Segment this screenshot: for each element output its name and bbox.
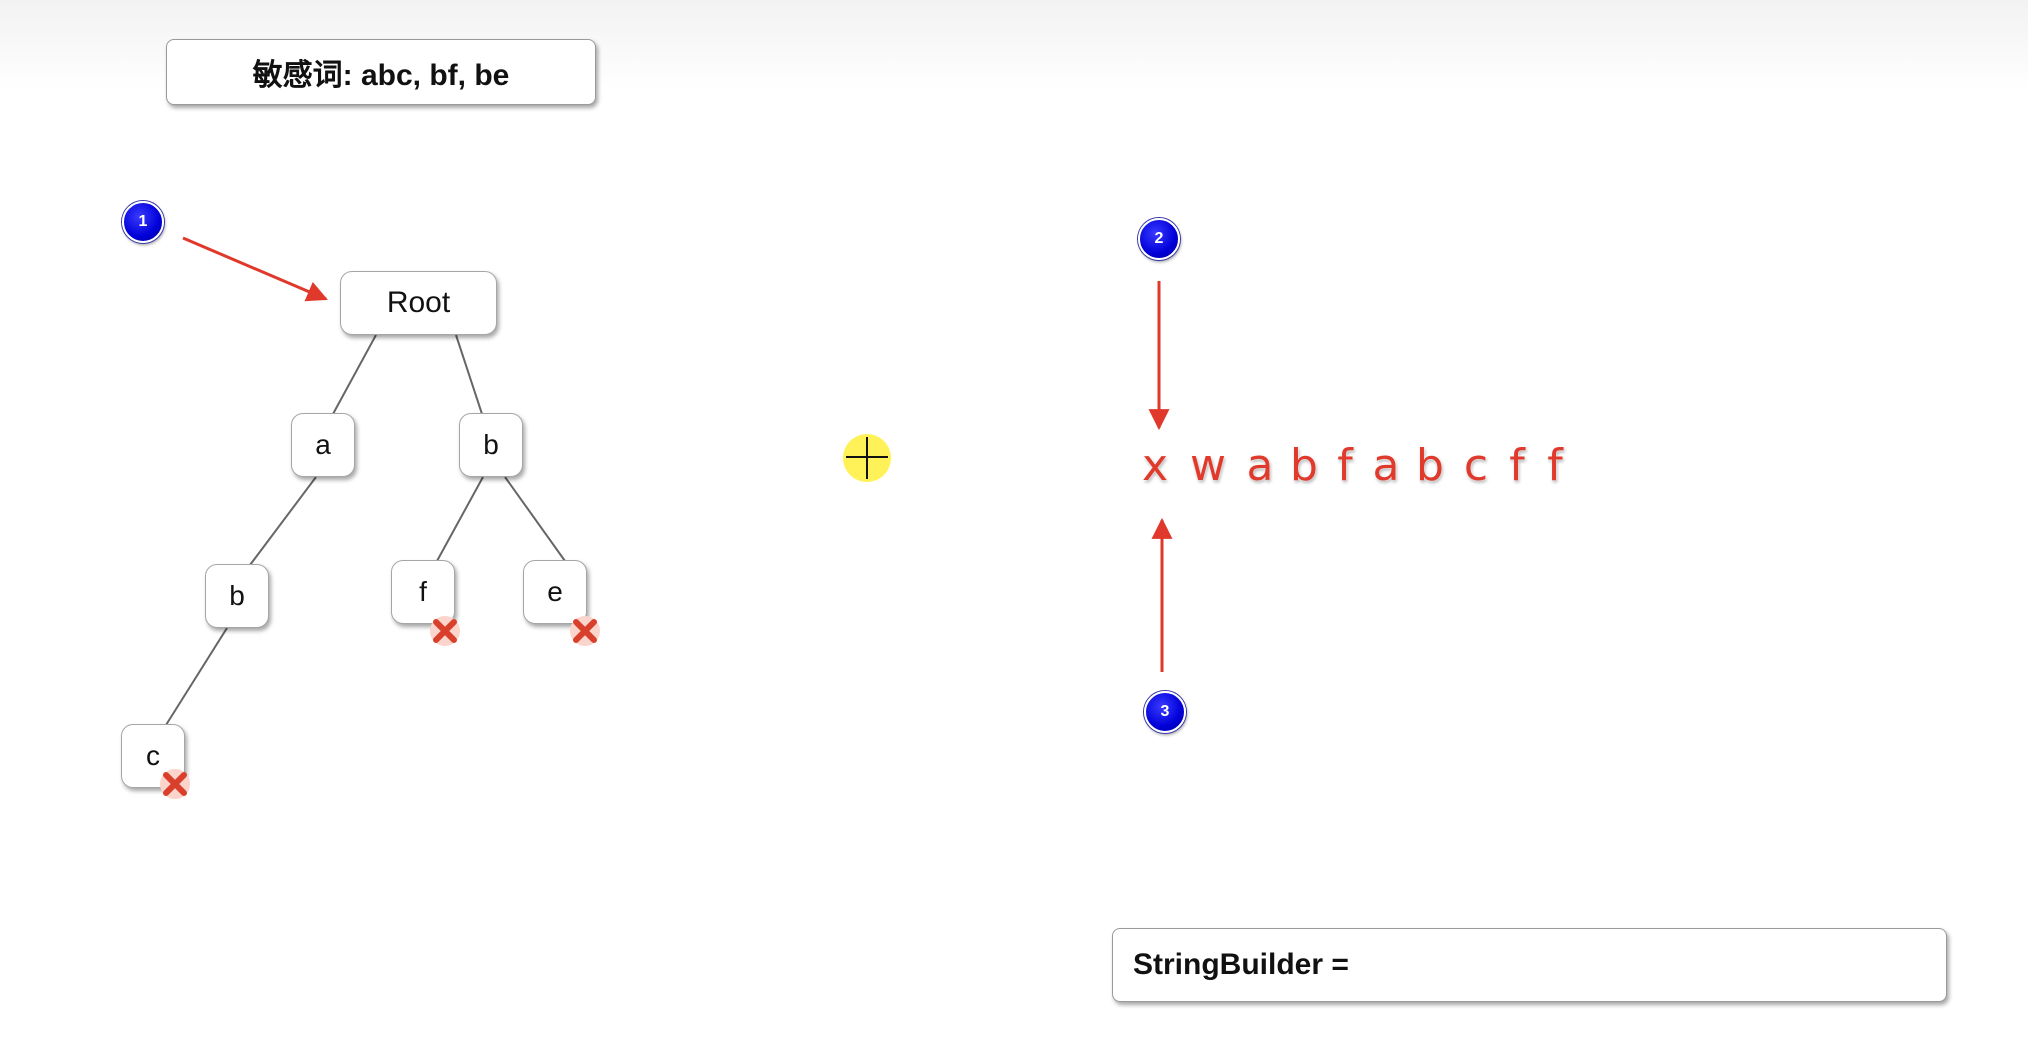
root-label: Root bbox=[386, 286, 451, 319]
input-char: f bbox=[1547, 440, 1563, 491]
input-char: a bbox=[1372, 440, 1400, 491]
input-char: f bbox=[1509, 440, 1525, 491]
step-1-label: 1 bbox=[138, 213, 148, 230]
end-mark-icon bbox=[160, 769, 190, 799]
input-char: c bbox=[1463, 440, 1489, 491]
end-mark-icon bbox=[570, 616, 600, 646]
step-badge-3: 3 bbox=[1144, 691, 1186, 733]
arrow-pointer-1 bbox=[182, 236, 328, 302]
tree-node-b-right: b bbox=[459, 413, 523, 477]
mouse-cursor-highlight bbox=[843, 434, 891, 482]
node-c-label: c bbox=[146, 740, 160, 771]
node-f-label: f bbox=[419, 576, 427, 607]
input-char: b bbox=[1290, 440, 1318, 491]
edge-b-e bbox=[504, 476, 566, 562]
node-b-left-label: b bbox=[229, 580, 245, 611]
edge-a-b bbox=[249, 476, 317, 566]
string-builder-label: StringBuilder = bbox=[1133, 948, 1349, 981]
node-b-right-label: b bbox=[483, 429, 499, 460]
input-char: w bbox=[1190, 440, 1226, 491]
end-mark-icon bbox=[430, 616, 460, 646]
tree-node-e: e bbox=[523, 560, 587, 624]
tree-node-root: Root bbox=[340, 271, 497, 335]
node-e-label: e bbox=[547, 576, 563, 607]
sensitive-words-box: 敏感词: abc, bf, be bbox=[166, 39, 596, 105]
step-badge-1: 1 bbox=[122, 201, 164, 243]
string-builder-box: StringBuilder = bbox=[1112, 928, 1947, 1002]
input-char: a bbox=[1246, 440, 1274, 491]
input-text-string: x w a b f a b c f f bbox=[1138, 440, 1572, 491]
edge-root-a bbox=[332, 334, 377, 415]
input-char: b bbox=[1416, 440, 1444, 491]
edge-b-c bbox=[165, 627, 228, 726]
step-2-label: 2 bbox=[1154, 230, 1164, 247]
input-char: f bbox=[1337, 440, 1353, 491]
tree-node-a: a bbox=[291, 413, 355, 477]
step-badge-2: 2 bbox=[1138, 218, 1180, 260]
node-a-label: a bbox=[315, 429, 331, 460]
step-3-label: 3 bbox=[1160, 703, 1170, 720]
sensitive-words-label: 敏感词: abc, bf, be bbox=[252, 59, 510, 92]
edge-b-f bbox=[436, 476, 484, 562]
tree-node-f: f bbox=[391, 560, 455, 624]
edge-root-b bbox=[455, 334, 483, 415]
tree-node-b-left: b bbox=[205, 564, 269, 628]
input-char: x bbox=[1141, 440, 1169, 491]
